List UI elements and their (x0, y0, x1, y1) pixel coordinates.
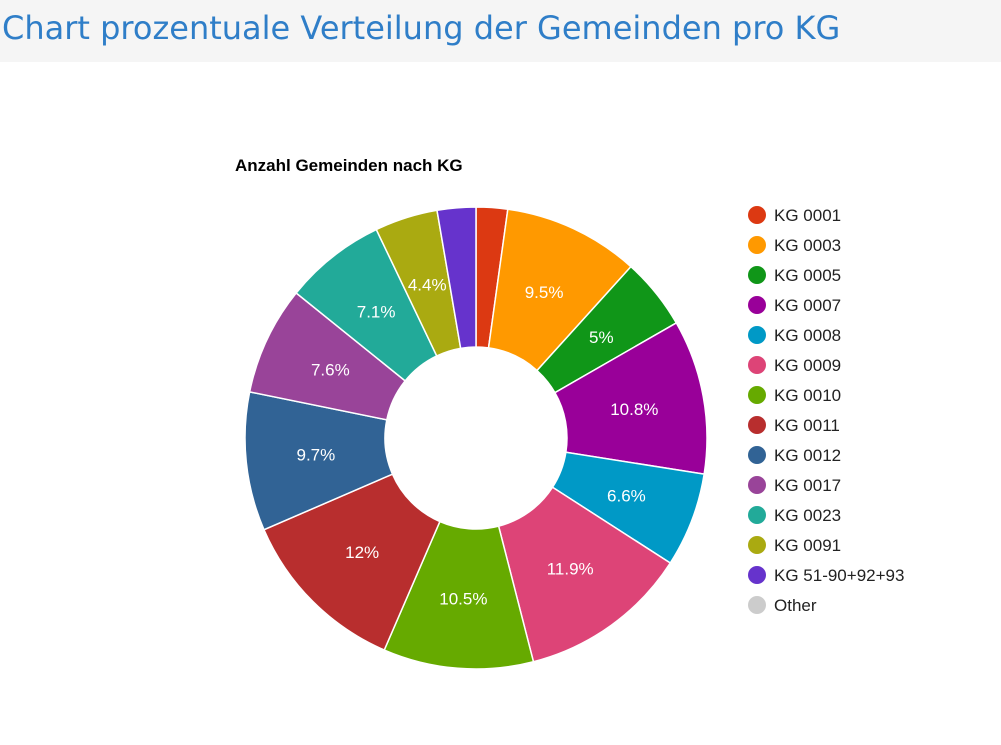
legend-swatch (748, 236, 766, 254)
slice-label-kg-0005: 5% (589, 328, 614, 347)
slice-label-kg-0009: 11.9% (547, 560, 594, 579)
chart-title: Anzahl Gemeinden nach KG (235, 156, 463, 175)
legend-label: KG 51-90+92+93 (774, 566, 904, 585)
legend-swatch (748, 206, 766, 224)
slice-label-kg-0011: 12% (345, 543, 379, 562)
page-title: Chart prozentuale Verteilung der Gemeind… (2, 9, 841, 47)
slice-label-kg-0008: 6.6% (607, 486, 646, 505)
legend-swatch (748, 476, 766, 494)
legend-label: KG 0005 (774, 266, 841, 285)
legend-item-kg-0007[interactable]: KG 0007 (748, 296, 841, 315)
slice-kg-0011[interactable] (263, 473, 441, 651)
legend-item-kg-51-90-92-93[interactable]: KG 51-90+92+93 (748, 566, 904, 585)
legend-label: KG 0007 (774, 296, 841, 315)
slice-kg-51-90-92-93[interactable] (436, 206, 477, 350)
legend-label: KG 0012 (774, 446, 841, 465)
slice-labels: 9.5% 5% 10.8% 6.6% 11.9% 10.5% 12% 9.7% 7.6% 7.1%… (296, 276, 658, 609)
legend-swatch (748, 416, 766, 434)
legend-item-kg-0011[interactable]: KG 0011 (748, 416, 840, 435)
slice-label-kg-0003: 9.5% (525, 283, 564, 302)
legend-swatch (748, 446, 766, 464)
legend-item-kg-0005[interactable]: KG 0005 (748, 266, 841, 285)
legend-item-kg-0003[interactable]: KG 0003 (748, 236, 841, 255)
legend-label: KG 0010 (774, 386, 841, 405)
legend-swatch (748, 296, 766, 314)
legend-label: KG 0017 (774, 476, 841, 495)
slice-kg-0009[interactable] (497, 486, 672, 663)
legend-item-kg-0017[interactable]: KG 0017 (748, 476, 841, 495)
slice-kg-0010[interactable] (383, 520, 535, 670)
legend-label: KG 0091 (774, 536, 841, 555)
legend-item-kg-0010[interactable]: KG 0010 (748, 386, 841, 405)
legend-item-kg-0009[interactable]: KG 0009 (748, 356, 841, 375)
legend-swatch (748, 386, 766, 404)
slice-kg-0007[interactable] (553, 321, 708, 475)
legend-label: KG 0003 (774, 236, 841, 255)
legend-swatch (748, 506, 766, 524)
legend-swatch (748, 596, 766, 614)
slice-kg-0012[interactable] (244, 390, 394, 531)
legend-swatch (748, 356, 766, 374)
slice-label-kg-0007: 10.8% (610, 400, 658, 419)
legend-item-kg-0008[interactable]: KG 0008 (748, 326, 841, 345)
legend-label: Other (774, 596, 817, 615)
legend-label: KG 0023 (774, 506, 841, 525)
page-header: Chart prozentuale Verteilung der Gemeind… (0, 0, 1001, 62)
legend-label: KG 0009 (774, 356, 841, 375)
legend-item-other[interactable]: Other (748, 596, 817, 615)
legend-item-kg-0023[interactable]: KG 0023 (748, 506, 841, 525)
slice-label-kg-0010: 10.5% (439, 590, 487, 609)
legend-label: KG 0011 (774, 416, 840, 435)
legend-item-kg-0091[interactable]: KG 0091 (748, 536, 841, 555)
slice-label-kg-0012: 9.7% (296, 446, 335, 465)
legend-label: KG 0001 (774, 206, 841, 225)
legend-swatch (748, 326, 766, 344)
donut-slices (244, 206, 708, 670)
legend-item-kg-0001[interactable]: KG 0001 (748, 206, 841, 225)
legend-swatch (748, 266, 766, 284)
legend-swatch (748, 536, 766, 554)
legend-swatch (748, 566, 766, 584)
slice-label-kg-0091: 4.4% (408, 276, 447, 295)
slice-label-kg-0023: 7.1% (357, 303, 396, 322)
legend-label: KG 0008 (774, 326, 841, 345)
slice-label-kg-0017: 7.6% (311, 360, 350, 379)
legend: KG 0001 KG 0003 KG 0005 KG 0007 KG 0008 KG 00… (748, 206, 904, 615)
legend-item-kg-0012[interactable]: KG 0012 (748, 446, 841, 465)
